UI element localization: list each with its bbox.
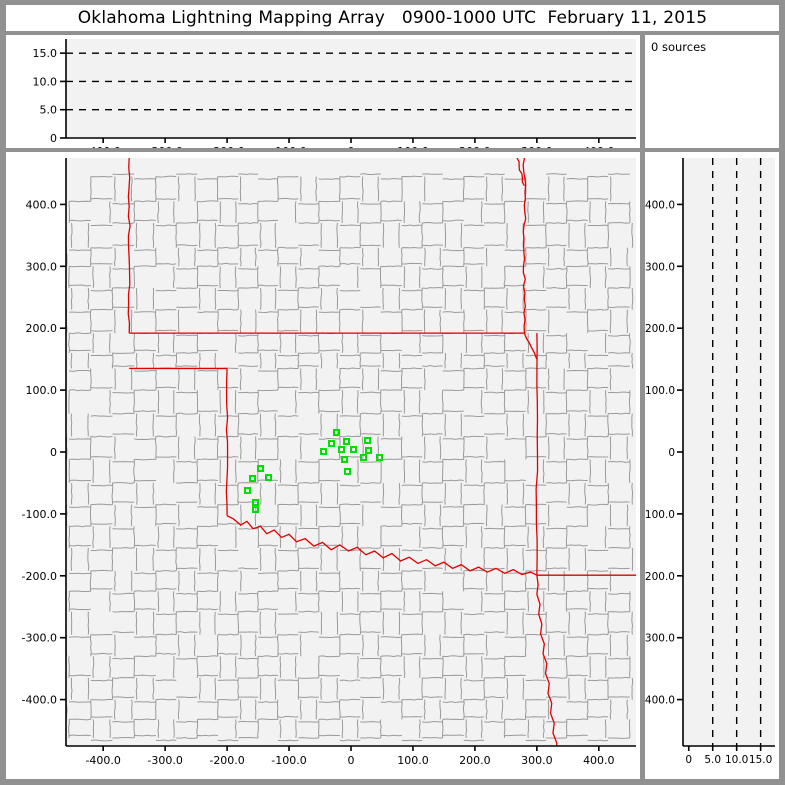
svg-text:-200.0: -200.0 <box>209 145 244 148</box>
svg-text:100.0: 100.0 <box>26 384 58 397</box>
map-geography <box>66 158 636 746</box>
source-marker <box>327 440 335 448</box>
altitude-profile-panel[interactable]: 400.0 300.0 200.0 100.0 0 -100.0 -200.0 -300.0 -… <box>645 152 779 779</box>
source-marker <box>343 437 351 445</box>
time-height-plot-area[interactable] <box>66 39 636 138</box>
svg-text:200.0: 200.0 <box>26 322 58 335</box>
svg-text:300.0: 300.0 <box>645 261 675 273</box>
svg-text:10.0: 10.0 <box>33 75 58 88</box>
svg-text:0: 0 <box>668 447 675 459</box>
svg-text:400.0: 400.0 <box>645 199 675 211</box>
svg-text:400.0: 400.0 <box>26 198 58 211</box>
svg-text:-300.0: -300.0 <box>147 145 182 148</box>
svg-text:400.0: 400.0 <box>583 754 615 767</box>
altitude-plot-area[interactable] <box>683 158 775 746</box>
svg-text:0: 0 <box>348 145 355 148</box>
svg-text:10.0: 10.0 <box>725 754 748 766</box>
svg-text:-400.0: -400.0 <box>85 754 120 767</box>
source-marker <box>249 474 257 482</box>
source-marker <box>265 474 273 482</box>
svg-text:200.0: 200.0 <box>459 754 491 767</box>
svg-text:-400.0: -400.0 <box>22 694 57 707</box>
svg-text:-100.0: -100.0 <box>645 509 675 521</box>
svg-text:100.0: 100.0 <box>397 754 429 767</box>
source-marker <box>332 428 340 436</box>
svg-text:0: 0 <box>50 446 57 459</box>
svg-text:-200.0: -200.0 <box>645 571 675 583</box>
source-marker <box>243 487 251 495</box>
svg-text:-100.0: -100.0 <box>22 508 57 521</box>
svg-text:-400.0: -400.0 <box>645 695 675 707</box>
svg-text:15.0: 15.0 <box>749 754 772 766</box>
svg-text:-200.0: -200.0 <box>22 570 57 583</box>
svg-text:-100.0: -100.0 <box>271 754 306 767</box>
sources-count-label: 0 sources <box>651 40 707 54</box>
title-bar: Oklahoma Lightning Mapping Array 0900-10… <box>6 5 779 31</box>
source-marker <box>320 447 328 455</box>
svg-text:300.0: 300.0 <box>26 260 58 273</box>
svg-text:5.0: 5.0 <box>704 754 721 766</box>
svg-text:-100.0: -100.0 <box>271 145 306 148</box>
svg-text:300.0: 300.0 <box>521 145 553 148</box>
svg-text:300.0: 300.0 <box>521 754 553 767</box>
source-marker <box>376 454 384 462</box>
source-marker <box>251 498 259 506</box>
source-marker <box>365 446 373 454</box>
svg-text:100.0: 100.0 <box>397 145 429 148</box>
svg-text:15.0: 15.0 <box>33 47 58 60</box>
source-marker <box>363 436 371 444</box>
source-marker <box>360 454 368 462</box>
map-plot-area[interactable] <box>66 158 636 746</box>
svg-text:-300.0: -300.0 <box>147 754 182 767</box>
svg-text:0: 0 <box>348 754 355 767</box>
svg-text:200.0: 200.0 <box>645 323 675 335</box>
source-marker <box>338 445 346 453</box>
svg-text:5.0: 5.0 <box>40 104 58 117</box>
source-marker <box>340 455 348 463</box>
svg-text:-400.0: -400.0 <box>85 145 120 148</box>
svg-text:-200.0: -200.0 <box>209 754 244 767</box>
time-height-panel[interactable]: 0 5.0 10.0 15.0 -400.0 -300.0 -200.0 -100.0 0 100… <box>6 35 640 148</box>
svg-text:400.0: 400.0 <box>583 145 615 148</box>
svg-text:0: 0 <box>50 132 57 145</box>
source-marker <box>252 506 260 514</box>
page-title: Oklahoma Lightning Mapping Array 0900-10… <box>77 8 708 28</box>
svg-text:-300.0: -300.0 <box>645 633 675 645</box>
svg-text:100.0: 100.0 <box>645 385 675 397</box>
svg-text:-300.0: -300.0 <box>22 632 57 645</box>
source-marker <box>257 464 265 472</box>
svg-text:0: 0 <box>685 754 692 766</box>
sources-count-panel[interactable]: 0 sources <box>645 35 779 148</box>
source-marker <box>349 446 357 454</box>
svg-text:200.0: 200.0 <box>459 145 491 148</box>
source-marker <box>344 467 352 475</box>
plan-view-map-panel[interactable]: 400.0 300.0 200.0 100.0 0 -100.0 -200.0 -300.0 -… <box>6 152 640 779</box>
